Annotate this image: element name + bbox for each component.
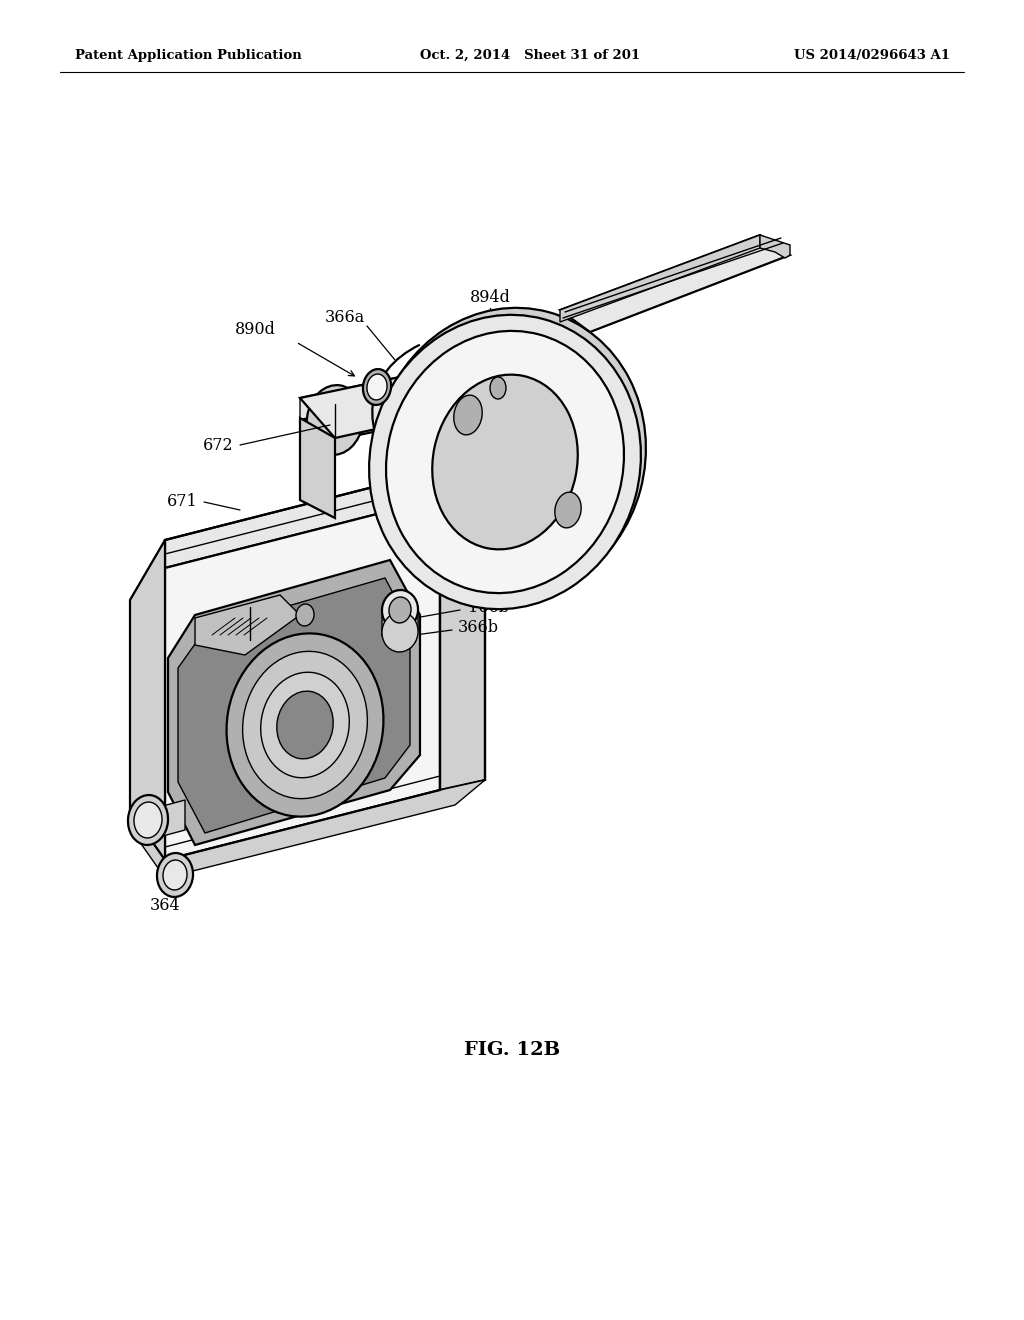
Polygon shape	[130, 540, 165, 861]
Ellipse shape	[367, 374, 387, 400]
Text: US 2014/0296643 A1: US 2014/0296643 A1	[794, 49, 950, 62]
Text: 671: 671	[167, 494, 198, 511]
Polygon shape	[382, 609, 418, 636]
Polygon shape	[168, 560, 420, 845]
Ellipse shape	[369, 315, 641, 609]
Ellipse shape	[389, 597, 411, 623]
Text: 672: 672	[203, 437, 233, 454]
Text: 894d: 894d	[470, 289, 510, 306]
Ellipse shape	[454, 395, 482, 434]
Ellipse shape	[163, 861, 187, 890]
Polygon shape	[440, 498, 485, 789]
Text: 366b: 366b	[458, 619, 499, 636]
Ellipse shape	[296, 605, 314, 626]
Polygon shape	[300, 378, 540, 440]
Ellipse shape	[307, 385, 364, 455]
Polygon shape	[165, 470, 490, 570]
Ellipse shape	[477, 355, 534, 425]
Text: 890d: 890d	[234, 322, 275, 338]
Ellipse shape	[128, 795, 168, 845]
Text: 891: 891	[580, 521, 610, 539]
Ellipse shape	[382, 590, 418, 630]
Polygon shape	[300, 355, 540, 418]
Polygon shape	[148, 800, 185, 840]
Polygon shape	[300, 355, 530, 438]
Ellipse shape	[386, 331, 624, 593]
Ellipse shape	[555, 492, 582, 528]
Ellipse shape	[382, 612, 418, 652]
Text: 364: 364	[150, 896, 180, 913]
Polygon shape	[178, 578, 410, 833]
Ellipse shape	[243, 651, 368, 799]
Polygon shape	[130, 780, 485, 878]
Polygon shape	[300, 399, 335, 517]
Text: Patent Application Publication: Patent Application Publication	[75, 49, 302, 62]
Ellipse shape	[226, 634, 383, 817]
Polygon shape	[760, 235, 790, 257]
Text: 366a: 366a	[325, 309, 366, 326]
Polygon shape	[560, 235, 790, 333]
Polygon shape	[560, 235, 760, 322]
Ellipse shape	[432, 375, 578, 549]
Ellipse shape	[157, 853, 194, 898]
Ellipse shape	[134, 803, 162, 838]
Polygon shape	[195, 595, 300, 655]
Ellipse shape	[261, 672, 349, 777]
Ellipse shape	[374, 308, 646, 602]
Text: FIG. 12B: FIG. 12B	[464, 1041, 560, 1059]
Text: 166b: 166b	[468, 599, 509, 616]
Ellipse shape	[362, 370, 391, 405]
Polygon shape	[165, 498, 440, 861]
Ellipse shape	[276, 692, 333, 759]
Polygon shape	[300, 418, 335, 517]
Text: Oct. 2, 2014   Sheet 31 of 201: Oct. 2, 2014 Sheet 31 of 201	[420, 49, 640, 62]
Ellipse shape	[490, 378, 506, 399]
